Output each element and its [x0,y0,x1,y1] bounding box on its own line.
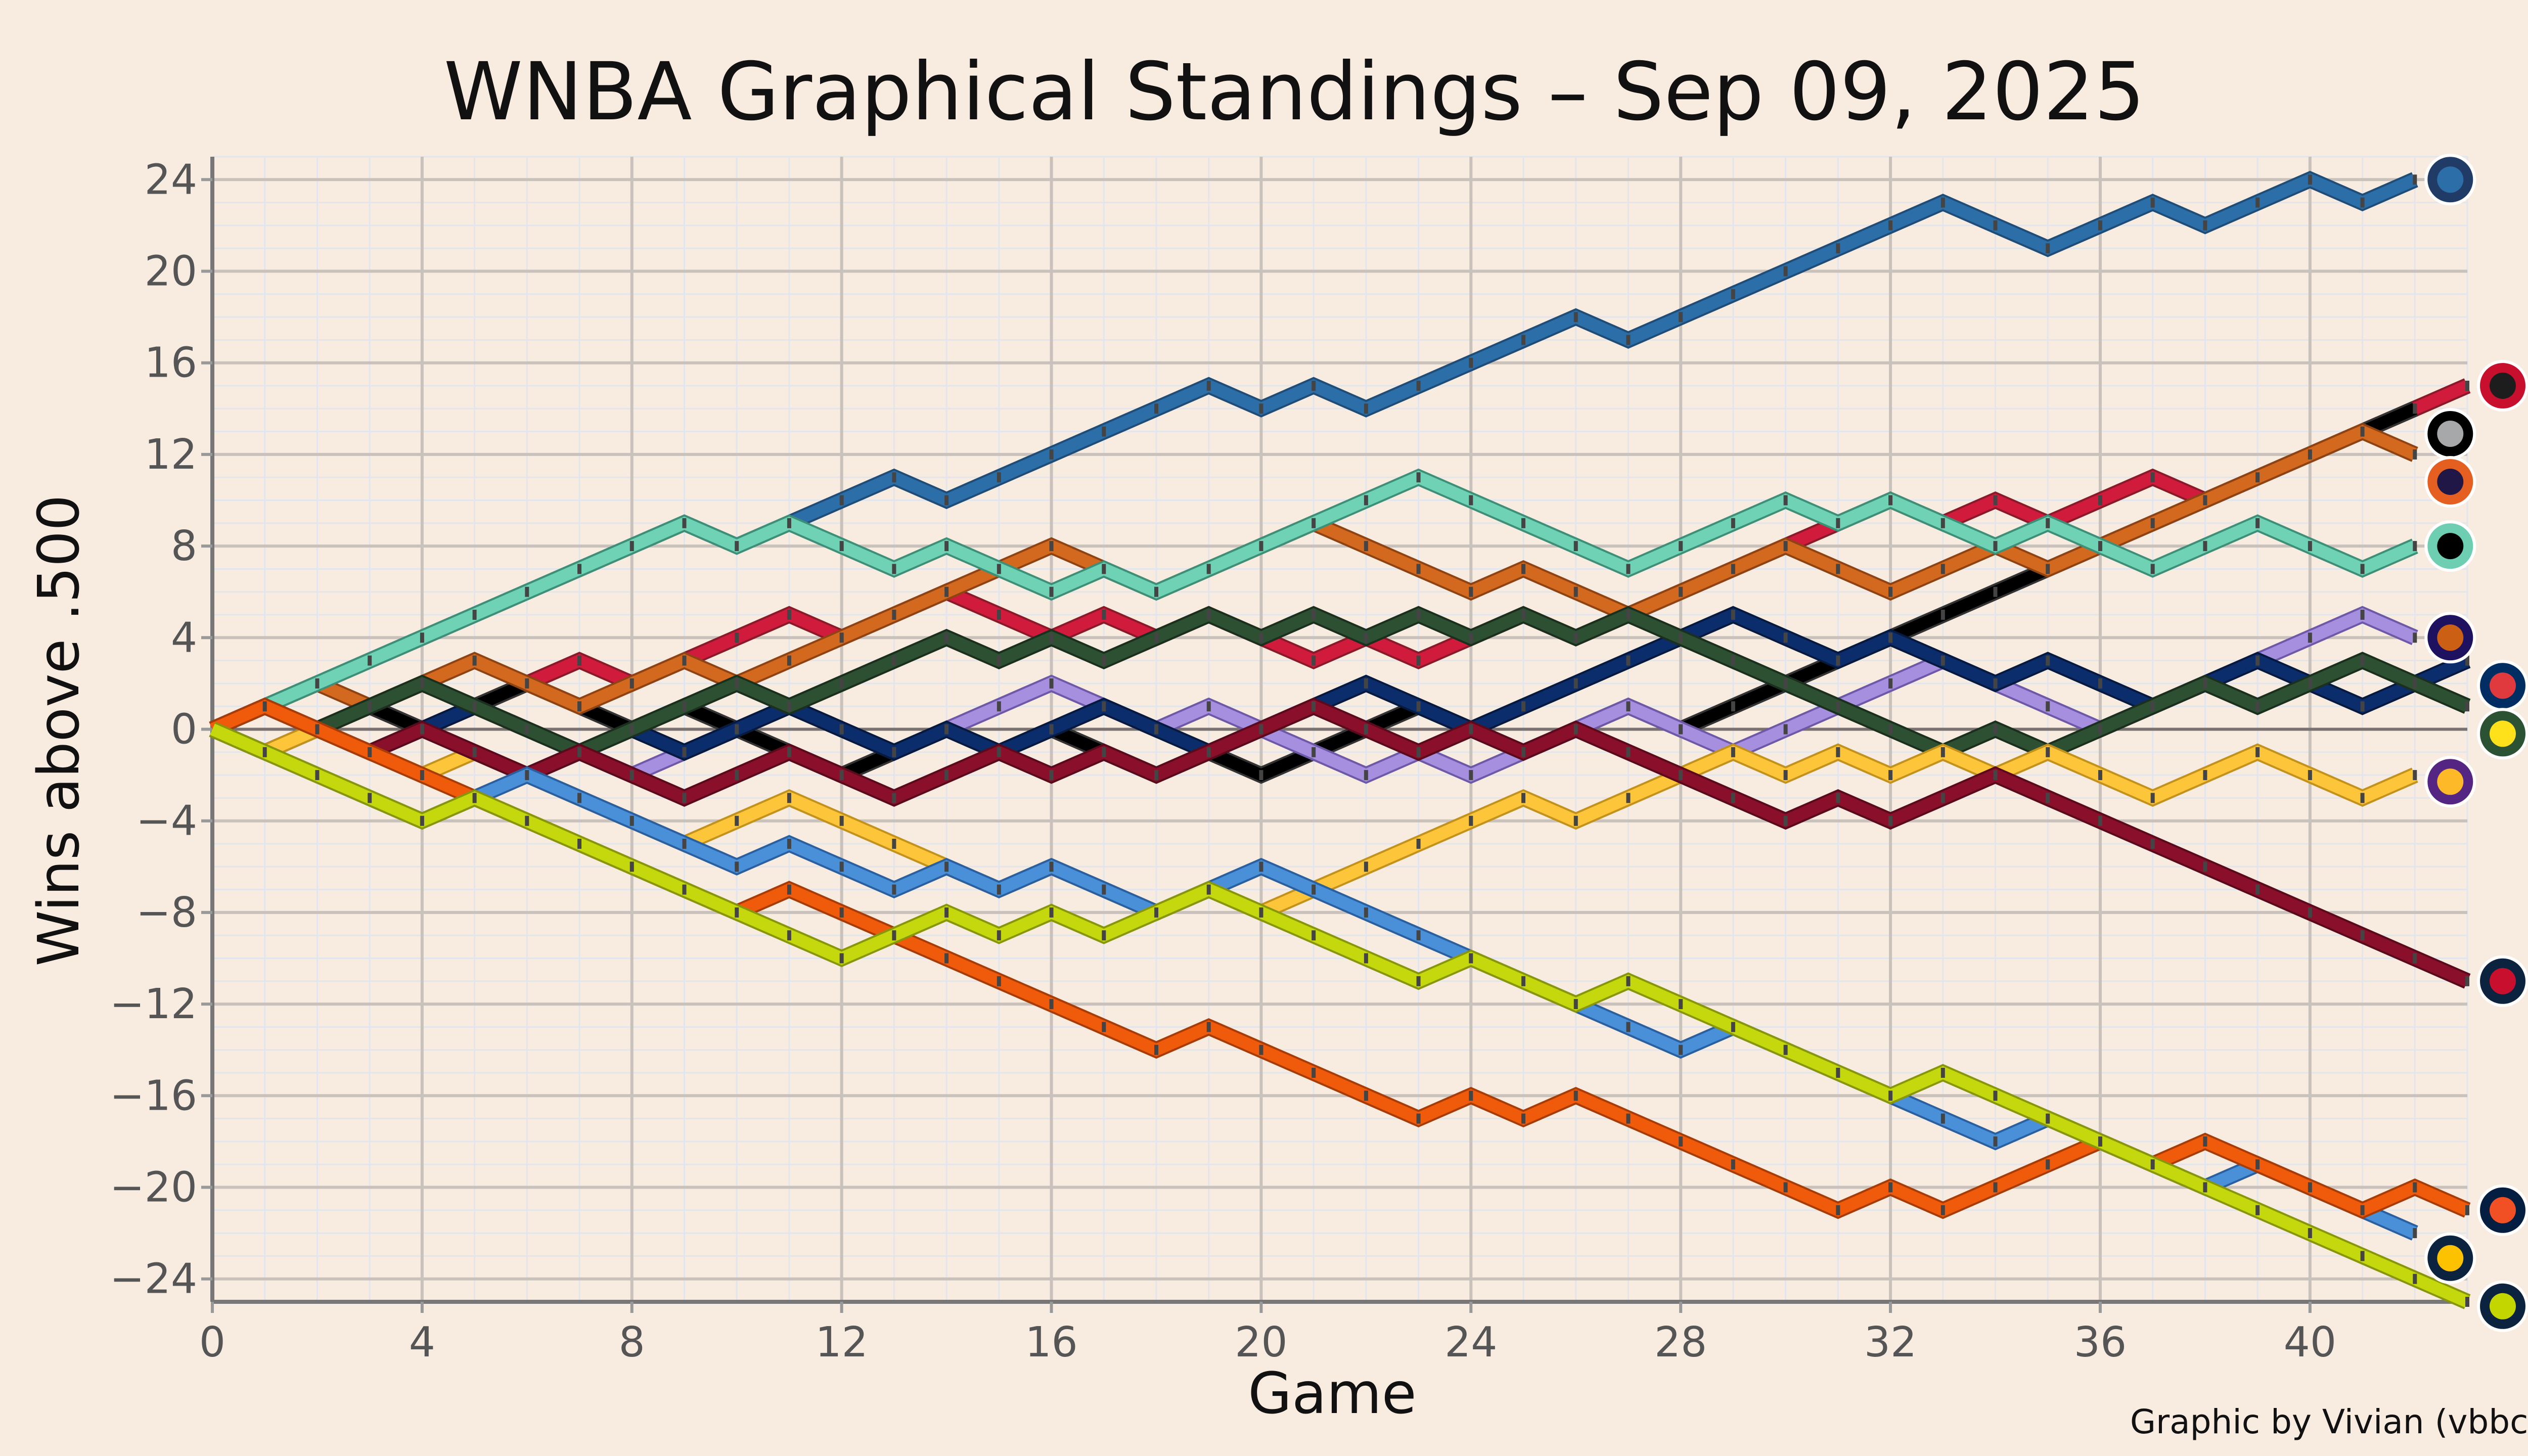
y-tick-label: −20 [110,1164,197,1212]
y-axis-title: Wins above .500 [26,495,92,967]
x-tick-label: 40 [2284,1318,2336,1367]
team-logo-icon [2424,408,2476,460]
team-logo-inner [2437,469,2464,495]
team-logo-icon [2477,708,2528,760]
x-tick-label: 16 [1025,1318,1077,1367]
team-logo-inner [2437,1245,2464,1271]
series-layer [209,170,2471,1309]
x-tick-label: 12 [815,1318,868,1367]
team-logo-inner [2490,720,2516,747]
team-logo-icon [2424,756,2476,808]
grid [211,156,2468,1303]
series-line [210,380,2470,759]
team-logo-inner [2490,373,2516,399]
y-tick-label: 12 [145,431,197,479]
x-tick-label: 4 [409,1318,435,1367]
y-tick-label: −4 [136,797,197,845]
y-tick-label: −16 [110,1072,197,1120]
team-logo-icon [2424,520,2476,572]
team-logo-icon [2477,955,2528,1007]
axes: 0 4 8 12 16 20 24 28 32 36 4024201612840−4−8−12−16… [110,156,2467,1367]
x-tick-label: 24 [1444,1318,1497,1367]
chart-title: WNBA Graphical Standings – Sep 09, 2025 [444,46,2145,139]
team-logo-icon [2424,1232,2476,1284]
y-tick-label: −8 [136,889,197,937]
y-tick-label: 8 [171,522,197,570]
team-logo-icon [2477,1280,2528,1332]
series-line [210,723,2470,1307]
team-logo-icon [2424,612,2476,664]
team-logo-inner [2437,624,2464,651]
team-logo-inner [2437,768,2464,795]
x-tick-label: 8 [619,1318,645,1367]
series-line-outline [209,721,2471,1309]
x-tick-label: 36 [2074,1318,2127,1367]
x-tick-label: 32 [1864,1318,1917,1367]
team-logo-icon [2477,1184,2528,1236]
team-logo-inner [2490,1197,2516,1223]
x-tick-label: 20 [1235,1318,1287,1367]
x-tick-label: 28 [1654,1318,1707,1367]
team-logo-inner [2437,533,2464,560]
team-logo-inner [2437,166,2464,193]
y-tick-label: 0 [171,706,197,754]
team-logo-icon [2477,660,2528,712]
team-logo-icon [2424,154,2476,206]
team-logo-inner [2437,421,2464,447]
y-tick-label: 20 [145,248,197,296]
team-logos [2424,154,2528,1332]
y-tick-label: 24 [145,156,197,204]
team-logo-icon [2424,456,2476,508]
y-tick-label: 4 [171,614,197,662]
team-logo-icon [2477,360,2528,412]
team-logo-inner [2490,1293,2516,1320]
team-series-13 [209,721,2471,1309]
y-tick-label: 16 [145,339,197,387]
y-tick-label: −24 [110,1255,197,1303]
team-logo-inner [2490,672,2516,699]
team-series-5 [209,468,2418,737]
team-logo-inner [2490,968,2516,994]
x-tick-label: 0 [199,1318,225,1367]
x-axis-title: Game [1248,1361,1416,1427]
y-tick-label: −12 [110,980,197,1028]
credit-text: Graphic by Vivian (vbbcla) [2130,1402,2528,1441]
series-line [210,700,2470,987]
